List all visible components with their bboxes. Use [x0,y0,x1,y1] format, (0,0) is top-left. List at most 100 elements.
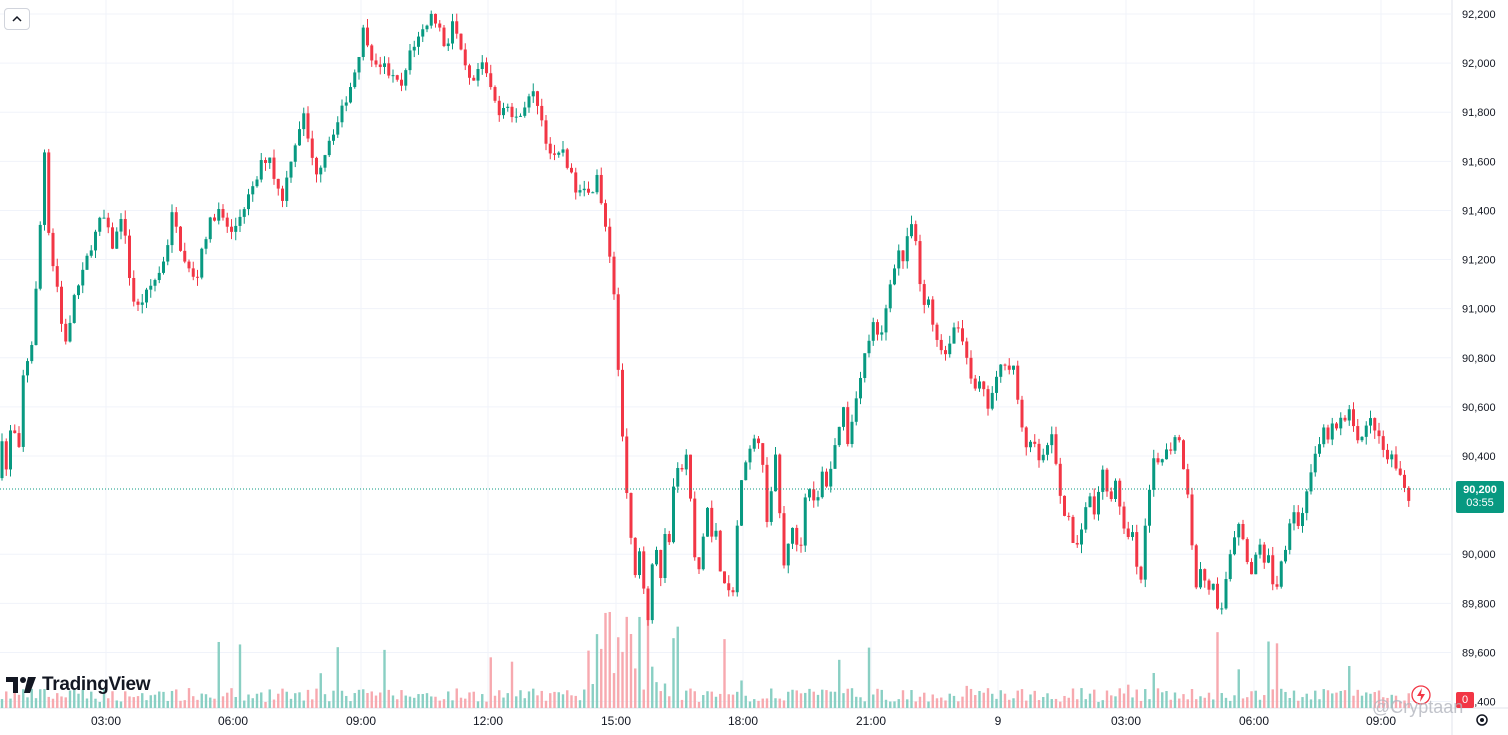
volume-bar [574,695,577,708]
candle-body [162,261,165,273]
volume-bar [1407,693,1410,708]
candle-body [242,209,246,217]
time-tick-label: 18:00 [728,714,758,728]
volume-bar [170,690,174,708]
volume-bar [982,692,985,708]
volume-bar [1046,693,1049,708]
candle-body [417,36,420,47]
candle-body [710,507,714,537]
volume-bar [5,691,8,708]
candle-body [578,190,582,193]
volume-bar [540,690,543,708]
volume-bar [765,698,769,708]
candle-body [183,250,187,262]
collapse-button[interactable] [4,8,30,30]
volume-bar [842,693,845,708]
flash-icon[interactable] [1410,684,1432,711]
volume-bar [1292,690,1296,708]
candle-body [361,27,365,57]
candle-body [931,299,935,325]
volume-bar [1229,700,1232,708]
candle-body [774,454,777,492]
candle-body [565,149,569,168]
volume-bar [1220,693,1223,708]
volume-bar [413,697,416,708]
volume-bar [204,694,208,708]
volume-bar [264,701,267,708]
candle-body [1092,496,1096,515]
candle-body [497,100,501,116]
volume-bar [795,690,798,708]
candle-body [825,471,828,487]
candle-body [965,341,969,358]
volume-bar [26,697,29,708]
volume-bar [1156,688,1160,708]
volume-bar [153,694,157,708]
volume-bar [659,691,662,708]
volume-bar [859,697,862,708]
volume-bar [238,644,242,708]
candle-body [1058,463,1062,496]
volume-bar [587,650,590,708]
volume-bar [901,690,905,708]
volume-bar [1016,690,1019,708]
candle-body [451,21,454,44]
candle-body [659,549,663,579]
candle-body [667,534,671,543]
candle-body [1360,436,1364,441]
volume-bar [850,688,854,708]
settings-gear-icon[interactable] [1474,712,1490,733]
volume-bar [1071,688,1075,708]
volume-bar [0,699,4,708]
candle-body [510,106,514,118]
volume-bar [680,699,684,708]
candle-body [357,56,361,73]
candle-body [876,322,879,335]
volume-bar [298,692,301,708]
candle-body [174,212,178,227]
volume-bar [425,693,429,708]
volume-bar [965,685,968,708]
candle-body [973,378,977,389]
candle-body [179,226,182,251]
bar-countdown: 03:55 [1466,497,1494,509]
candle-body [761,443,765,465]
candle-body [238,216,242,226]
candle-body [1296,512,1300,526]
volume-bar [383,649,386,708]
candle-body [999,364,1003,377]
volume-bar [13,692,16,708]
volume-bar [1309,699,1313,708]
candle-body [680,468,684,470]
candle-body [1105,469,1109,492]
candle-body [744,462,748,481]
candle-body [38,224,42,289]
volume-bar [876,688,879,708]
candle-body [1390,454,1394,460]
candle-body [480,62,484,70]
candle-body [978,381,981,389]
volume-bar [634,668,637,708]
candle-body [1190,494,1194,546]
candle-body [608,226,612,257]
candle-body [353,72,357,88]
candle-body [0,441,4,479]
volume-bar [281,688,284,708]
volume-bar [638,616,641,708]
volume-bar [434,696,437,708]
candle-body [927,299,930,305]
volume-bar [978,690,981,708]
volume-bar [1233,695,1236,708]
candle-body [1199,569,1202,588]
candle-body [901,250,905,262]
candle-body [68,322,72,342]
volume-bar [1254,690,1257,708]
candle-body [1139,566,1143,580]
volume-bar [1097,701,1100,708]
candle-body [1007,365,1011,370]
volume-bar [1373,692,1376,708]
candle-body [646,588,650,621]
volume-bar [1267,641,1270,708]
candle-body [799,544,803,546]
